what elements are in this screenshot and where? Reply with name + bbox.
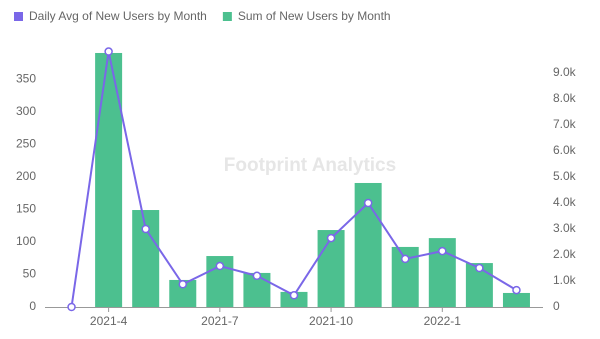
y2-tick-label: 4.0k bbox=[553, 195, 577, 209]
point bbox=[289, 291, 299, 300]
point bbox=[141, 224, 150, 234]
y2-tick-label: 1.0k bbox=[553, 273, 577, 287]
point bbox=[400, 254, 410, 264]
point bbox=[512, 285, 521, 295]
y-tick-label: 50 bbox=[23, 267, 37, 281]
y-tick-label: 200 bbox=[16, 169, 36, 183]
point bbox=[252, 271, 262, 281]
y-tick-label: 300 bbox=[16, 104, 36, 118]
y-tick-label: 150 bbox=[16, 202, 36, 216]
y-tick-label: 100 bbox=[16, 234, 36, 248]
point bbox=[363, 198, 373, 208]
point bbox=[438, 246, 447, 256]
y2-tick-label: 6.0k bbox=[553, 143, 577, 157]
point bbox=[215, 261, 225, 271]
legend-label: Daily Avg of New Users by Month bbox=[29, 9, 207, 23]
y-tick-label: 350 bbox=[16, 72, 36, 86]
watermark: Footprint Analytics bbox=[224, 155, 396, 176]
bar bbox=[95, 52, 123, 308]
x-tick-label: 2021-4 bbox=[90, 314, 128, 328]
x-tick-label: 2021-7 bbox=[201, 314, 239, 328]
y2-tick-label: 8.0k bbox=[553, 91, 577, 105]
point bbox=[104, 47, 113, 56]
y2-tick-label: 5.0k bbox=[553, 169, 577, 183]
x-tick-label: 2022-1 bbox=[424, 314, 462, 328]
y2-tick-label: 9.0k bbox=[553, 65, 577, 79]
legend-swatch bbox=[14, 12, 23, 21]
point bbox=[475, 263, 484, 273]
y2-tick-label: 7.0k bbox=[553, 117, 577, 131]
point bbox=[326, 233, 336, 243]
x-tick-label: 2021-10 bbox=[309, 314, 353, 328]
y2-tick-label: 2.0k bbox=[553, 247, 577, 261]
y2-tick-label: 0 bbox=[553, 299, 560, 313]
point bbox=[178, 280, 188, 289]
point bbox=[67, 302, 76, 312]
y-tick-label: 250 bbox=[16, 137, 36, 151]
bar bbox=[317, 230, 345, 307]
y2-tick-label: 3.0k bbox=[553, 221, 577, 235]
y-tick-label: 0 bbox=[29, 299, 36, 313]
legend-label: Sum of New Users by Month bbox=[238, 9, 391, 23]
legend-swatch bbox=[222, 12, 232, 21]
bar bbox=[502, 292, 530, 307]
